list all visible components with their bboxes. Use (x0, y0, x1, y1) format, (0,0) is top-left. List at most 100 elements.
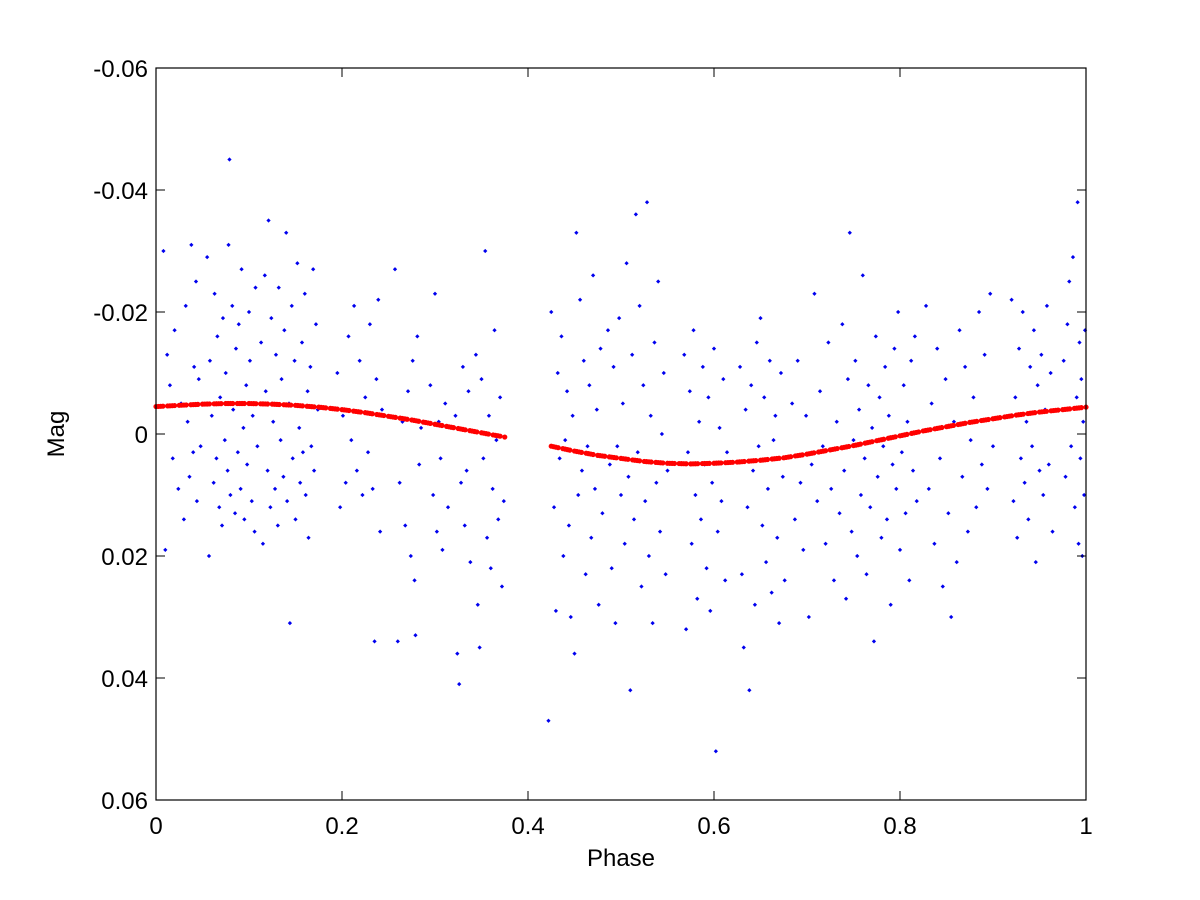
data-point (1063, 474, 1068, 479)
data-point (585, 444, 590, 449)
data-point (357, 358, 362, 363)
data-point (721, 376, 726, 382)
data-point (594, 407, 599, 412)
model-point (671, 460, 678, 467)
data-point (379, 407, 385, 412)
data-point (486, 413, 492, 418)
data-point (473, 352, 479, 357)
model-point (1078, 405, 1084, 411)
y-tick-label: 0.04 (101, 666, 148, 693)
data-point (639, 584, 644, 589)
data-point (976, 309, 982, 315)
data-point (211, 480, 216, 485)
data-point (232, 511, 238, 516)
data-point (778, 370, 784, 376)
data-point (432, 291, 438, 296)
model-point (253, 401, 259, 407)
data-point (263, 389, 268, 394)
data-point (687, 389, 692, 394)
data-point (890, 462, 895, 467)
data-point (723, 578, 728, 583)
model-point (183, 402, 189, 408)
data-point (170, 456, 175, 461)
data-point (628, 688, 633, 693)
data-point (739, 572, 745, 577)
model-curve-points (153, 400, 1089, 467)
data-point (338, 505, 343, 510)
data-point (434, 529, 439, 534)
data-point (440, 547, 445, 553)
data-point (566, 523, 572, 528)
data-point (771, 437, 776, 443)
data-point (990, 444, 996, 449)
data-point (758, 315, 763, 321)
data-point (233, 346, 239, 351)
data-point (484, 535, 490, 540)
data-point (289, 303, 294, 309)
data-point (592, 486, 598, 492)
model-point (392, 414, 399, 421)
data-point (249, 498, 254, 504)
data-point (207, 358, 213, 363)
data-point (886, 413, 891, 418)
data-point (849, 529, 854, 534)
data-point (609, 566, 614, 571)
data-point (309, 444, 314, 449)
data-point (1020, 309, 1025, 315)
data-point (600, 511, 605, 516)
model-point (578, 449, 585, 455)
data-point (250, 413, 255, 418)
data-point (769, 590, 774, 595)
data-point (496, 517, 501, 522)
data-point (875, 474, 880, 479)
model-point (218, 401, 224, 407)
data-point (750, 468, 756, 473)
model-point (241, 400, 247, 407)
data-point (611, 364, 616, 370)
data-point (812, 291, 817, 296)
data-point (397, 480, 402, 485)
data-point (834, 419, 839, 424)
data-point (458, 480, 464, 485)
data-point (949, 614, 954, 620)
data-point (962, 364, 968, 370)
data-point (897, 547, 903, 553)
data-point (265, 468, 270, 473)
data-point (652, 340, 657, 345)
data-point (479, 376, 484, 382)
observed-points (161, 157, 1088, 754)
data-point (622, 541, 627, 546)
data-point (982, 352, 987, 357)
data-point (460, 364, 466, 370)
data-point (276, 285, 281, 290)
data-point (860, 273, 865, 278)
x-tick-label: 0.8 (883, 813, 916, 840)
x-tick-label: 0.6 (697, 813, 730, 840)
data-point (258, 340, 264, 345)
data-point (1050, 529, 1055, 534)
data-point (172, 328, 177, 333)
data-point (979, 462, 984, 467)
data-point (901, 383, 906, 388)
data-point (909, 358, 914, 363)
data-point (198, 444, 203, 449)
data-point (183, 303, 188, 309)
data-point (553, 608, 559, 614)
model-point (613, 455, 619, 461)
model-point (276, 401, 282, 408)
data-point (1035, 383, 1040, 388)
data-point (815, 498, 820, 504)
data-point (372, 639, 377, 644)
data-point (650, 620, 655, 626)
data-point (206, 553, 212, 559)
data-point (907, 578, 912, 583)
data-point (428, 383, 433, 388)
data-point (290, 456, 295, 461)
model-point (648, 459, 654, 465)
series-layer (153, 157, 1089, 754)
data-point (745, 505, 750, 510)
model-point (474, 429, 480, 435)
data-point (343, 480, 348, 485)
data-point (682, 352, 687, 357)
data-point (292, 358, 297, 363)
